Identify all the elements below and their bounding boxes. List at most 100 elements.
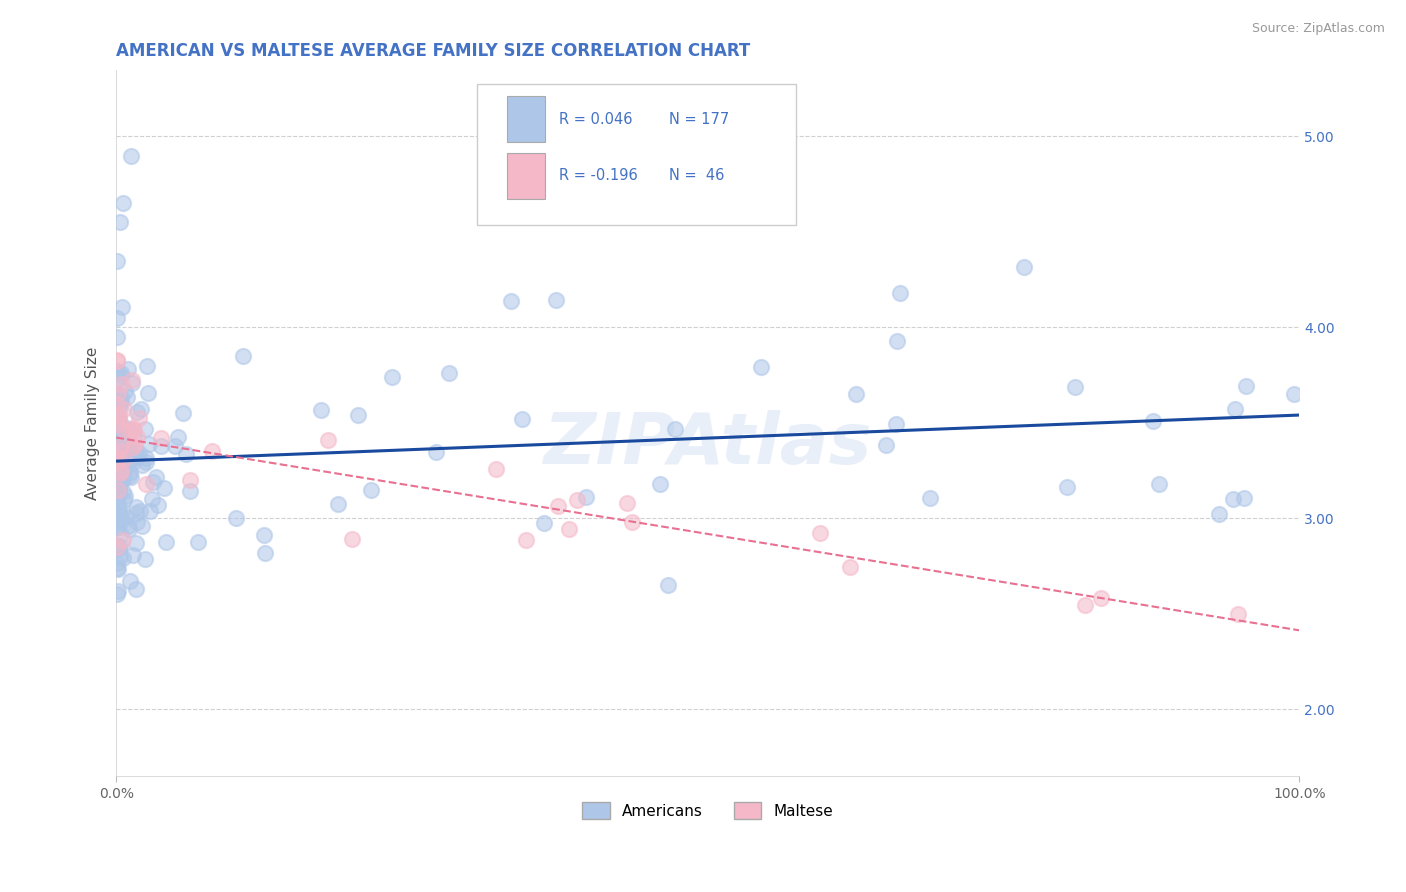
Point — [107, 458, 129, 472]
Point — [316, 433, 339, 447]
Point — [115, 459, 138, 474]
Point — [381, 370, 404, 384]
Point — [108, 443, 131, 458]
Point — [108, 400, 131, 414]
Point — [135, 455, 157, 469]
Point — [124, 443, 146, 458]
Point — [108, 442, 131, 456]
Point — [546, 293, 568, 307]
Text: N = 177: N = 177 — [669, 112, 728, 127]
Point — [107, 540, 129, 554]
Point — [110, 369, 132, 384]
Point — [114, 384, 136, 398]
Point — [122, 430, 145, 444]
Point — [328, 497, 350, 511]
Text: N =  46: N = 46 — [669, 168, 724, 183]
Point — [131, 519, 153, 533]
Point — [107, 439, 129, 453]
Point — [108, 395, 131, 409]
Point — [342, 532, 364, 546]
Point — [875, 438, 897, 452]
Point — [107, 311, 129, 326]
Point — [121, 376, 143, 390]
Point — [114, 489, 136, 503]
Point — [127, 405, 149, 419]
Point — [648, 477, 671, 491]
Point — [128, 410, 150, 425]
Point — [179, 484, 201, 499]
Point — [425, 445, 447, 459]
Point — [108, 486, 131, 500]
Point — [117, 518, 139, 533]
Point — [108, 411, 131, 425]
Point — [122, 451, 145, 466]
Point — [1149, 477, 1171, 491]
Point — [134, 422, 156, 436]
Point — [884, 417, 907, 432]
Point — [124, 437, 146, 451]
Point — [115, 420, 138, 434]
Point — [107, 466, 129, 480]
Point — [107, 417, 129, 431]
Point — [118, 468, 141, 483]
Point — [135, 450, 157, 465]
Point — [108, 508, 131, 522]
Point — [621, 515, 644, 529]
Point — [839, 560, 862, 574]
Point — [108, 539, 131, 553]
Point — [575, 490, 598, 504]
Point — [664, 422, 686, 436]
Point — [115, 445, 138, 459]
Point — [108, 412, 131, 426]
Point — [107, 415, 129, 429]
Text: Source: ZipAtlas.com: Source: ZipAtlas.com — [1251, 22, 1385, 36]
Point — [125, 582, 148, 596]
Point — [107, 371, 129, 385]
Point — [125, 515, 148, 529]
Point — [138, 437, 160, 451]
Point — [155, 535, 177, 549]
Point — [135, 476, 157, 491]
Point — [108, 541, 131, 555]
Point — [1056, 480, 1078, 494]
Point — [107, 587, 129, 601]
Point — [107, 453, 129, 467]
Point — [112, 492, 135, 507]
Point — [110, 443, 132, 458]
Point — [845, 387, 868, 401]
Point — [107, 456, 129, 470]
Point — [107, 508, 129, 522]
Point — [1074, 598, 1097, 612]
Point — [107, 447, 129, 461]
Point — [111, 456, 134, 470]
Point — [110, 300, 132, 314]
Text: AMERICAN VS MALTESE AVERAGE FAMILY SIZE CORRELATION CHART: AMERICAN VS MALTESE AVERAGE FAMILY SIZE … — [117, 42, 751, 60]
Point — [920, 491, 942, 506]
Point — [616, 496, 638, 510]
Point — [114, 510, 136, 524]
Point — [111, 452, 134, 467]
Point — [510, 412, 533, 426]
Point — [118, 465, 141, 479]
Point — [110, 464, 132, 478]
Point — [108, 466, 131, 480]
Point — [117, 362, 139, 376]
Point — [112, 402, 135, 417]
Point — [150, 439, 173, 453]
Point — [889, 286, 911, 301]
Point — [110, 439, 132, 453]
Point — [115, 390, 138, 404]
Point — [808, 526, 831, 541]
Point — [120, 470, 142, 484]
Point — [121, 374, 143, 388]
Point — [110, 528, 132, 542]
Point — [107, 364, 129, 378]
Point — [107, 425, 129, 440]
Point — [107, 557, 129, 571]
Point — [567, 493, 589, 508]
Point — [1142, 414, 1164, 428]
Point — [142, 475, 165, 489]
Point — [112, 458, 135, 472]
Point — [111, 473, 134, 487]
Point — [657, 578, 679, 592]
